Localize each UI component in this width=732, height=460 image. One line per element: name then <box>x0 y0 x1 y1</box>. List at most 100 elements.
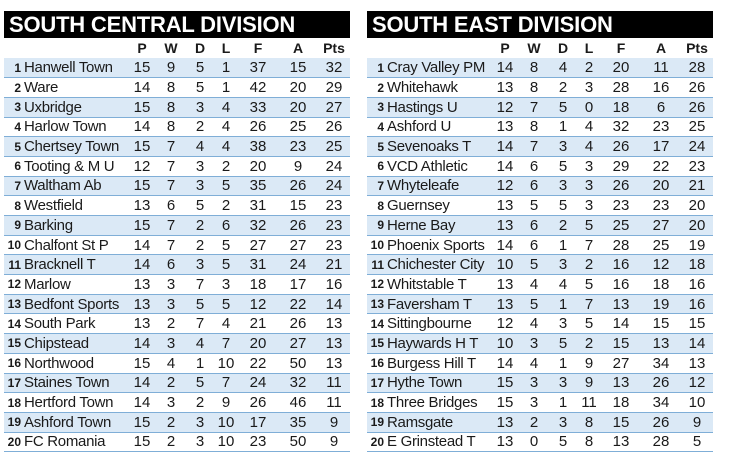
lost-cell: 11 <box>581 394 597 412</box>
played-cell: 15 <box>496 394 514 412</box>
points-cell: 9 <box>329 413 339 431</box>
points-cell: 27 <box>325 98 343 116</box>
drawn-cell: 4 <box>558 59 568 77</box>
table-row: 15 Haywards H T 10 3 5 2 15 13 14 <box>367 333 713 354</box>
won-cell: 3 <box>166 394 176 412</box>
points-cell: 5 <box>692 433 702 451</box>
points-cell: 15 <box>688 315 706 333</box>
lost-cell: 3 <box>221 275 231 293</box>
won-cell: 7 <box>166 216 176 234</box>
position-cell: 11 <box>8 257 21 272</box>
won-cell: 2 <box>166 413 176 431</box>
points-cell: 26 <box>688 98 706 116</box>
won-cell: 5 <box>529 197 539 215</box>
won-cell: 5 <box>529 256 539 274</box>
goals-for-cell: 26 <box>249 394 267 412</box>
table-row: 17 Hythe Town 15 3 3 9 13 26 12 <box>367 373 713 393</box>
goals-against-cell: 23 <box>652 197 670 215</box>
team-name: Cray Valley PM <box>387 59 486 77</box>
drawn-cell: 3 <box>195 413 205 431</box>
position-cell: 9 <box>377 218 384 233</box>
played-cell: 13 <box>133 275 151 293</box>
drawn-cell: 3 <box>195 98 205 116</box>
pos-header <box>367 38 387 58</box>
goals-for-cell: 26 <box>249 118 267 136</box>
position-cell: 12 <box>7 277 21 292</box>
drawn-cell: 1 <box>195 354 205 372</box>
goals-against-cell: 18 <box>652 275 670 293</box>
table-row: 5 Sevenoaks T 14 7 3 4 26 17 24 <box>367 136 713 157</box>
played-header: P <box>137 40 147 56</box>
team-name: Burgess Hill T <box>387 354 476 372</box>
played-cell: 14 <box>133 394 151 412</box>
team-name: Uxbridge <box>24 98 82 116</box>
position-cell: 19 <box>370 415 384 430</box>
lost-cell: 0 <box>584 98 594 116</box>
won-header: W <box>527 40 541 56</box>
played-cell: 13 <box>496 413 514 431</box>
won-cell: 0 <box>529 433 539 451</box>
points-cell: 29 <box>325 79 343 97</box>
lost-cell: 9 <box>221 394 231 412</box>
goals-for-cell: 13 <box>612 295 630 313</box>
team-name: Tooting & M U <box>24 157 115 175</box>
lost-cell: 9 <box>584 354 594 372</box>
won-cell: 6 <box>166 256 176 274</box>
team-name: Ashford U <box>387 118 451 136</box>
goals-for-cell: 20 <box>249 157 267 175</box>
team-name: Sittingbourne <box>387 315 472 333</box>
goals-against-cell: 13 <box>652 334 670 352</box>
goals-for-cell: 28 <box>612 236 630 254</box>
table-row: 10 Phoenix Sports 14 6 1 7 28 25 19 <box>367 235 713 255</box>
position-cell: 4 <box>377 119 384 134</box>
drawn-cell: 5 <box>558 197 568 215</box>
table-row: 7 Waltham Ab 15 7 3 5 35 26 24 <box>4 176 350 196</box>
points-cell: 12 <box>688 374 706 392</box>
position-cell: 5 <box>14 139 21 154</box>
team-name: Ware <box>24 79 59 97</box>
table-row: 16 Burgess Hill T 14 4 1 9 27 34 13 <box>367 353 713 373</box>
position-cell: 19 <box>7 415 21 430</box>
points-header: Pts <box>323 40 345 56</box>
played-cell: 15 <box>133 138 151 156</box>
table-row: 1 Cray Valley PM 14 8 4 2 20 11 28 <box>367 58 713 78</box>
played-cell: 14 <box>496 236 514 254</box>
points-cell: 32 <box>325 59 343 77</box>
won-cell: 3 <box>166 295 176 313</box>
goals-against-cell: 50 <box>289 433 307 451</box>
played-cell: 12 <box>133 157 151 175</box>
played-cell: 12 <box>496 177 514 195</box>
team-name: Hythe Town <box>387 374 463 392</box>
goals-against-cell: 6 <box>656 98 666 116</box>
points-cell: 23 <box>325 216 343 234</box>
played-cell: 14 <box>496 138 514 156</box>
lost-cell: 8 <box>584 433 594 451</box>
won-cell: 3 <box>166 275 176 293</box>
position-cell: 10 <box>370 238 384 253</box>
standings-table: P W D L F A Pts 1 Cray Valley PM 14 8 4 2 20 11… <box>367 38 713 452</box>
table-row: 4 Ashford U 13 8 1 4 32 23 25 <box>367 117 713 137</box>
standings-body: 1 Cray Valley PM 14 8 4 2 20 11 28 2 Whitehawk 13 8 2… <box>367 58 713 452</box>
team-name: Hanwell Town <box>24 59 113 77</box>
goals-for-cell: 13 <box>612 374 630 392</box>
goals-against-cell: 25 <box>289 118 307 136</box>
goals-against-cell: 24 <box>289 256 307 274</box>
goals-against-cell: 25 <box>652 236 670 254</box>
lost-cell: 3 <box>584 177 594 195</box>
position-cell: 10 <box>7 238 21 253</box>
lost-cell: 4 <box>584 138 594 156</box>
goals-for-cell: 16 <box>612 275 630 293</box>
won-cell: 7 <box>166 138 176 156</box>
drawn-cell: 5 <box>558 98 568 116</box>
lost-cell: 4 <box>221 315 231 333</box>
position-cell: 7 <box>14 178 21 193</box>
lost-cell: 5 <box>584 275 594 293</box>
goals-against-cell: 9 <box>293 157 303 175</box>
points-cell: 24 <box>325 157 343 175</box>
goals-against-cell: 15 <box>289 197 307 215</box>
drawn-cell: 3 <box>558 413 568 431</box>
lost-cell: 7 <box>584 236 594 254</box>
team-name: Three Bridges <box>387 394 478 412</box>
played-cell: 13 <box>133 315 151 333</box>
